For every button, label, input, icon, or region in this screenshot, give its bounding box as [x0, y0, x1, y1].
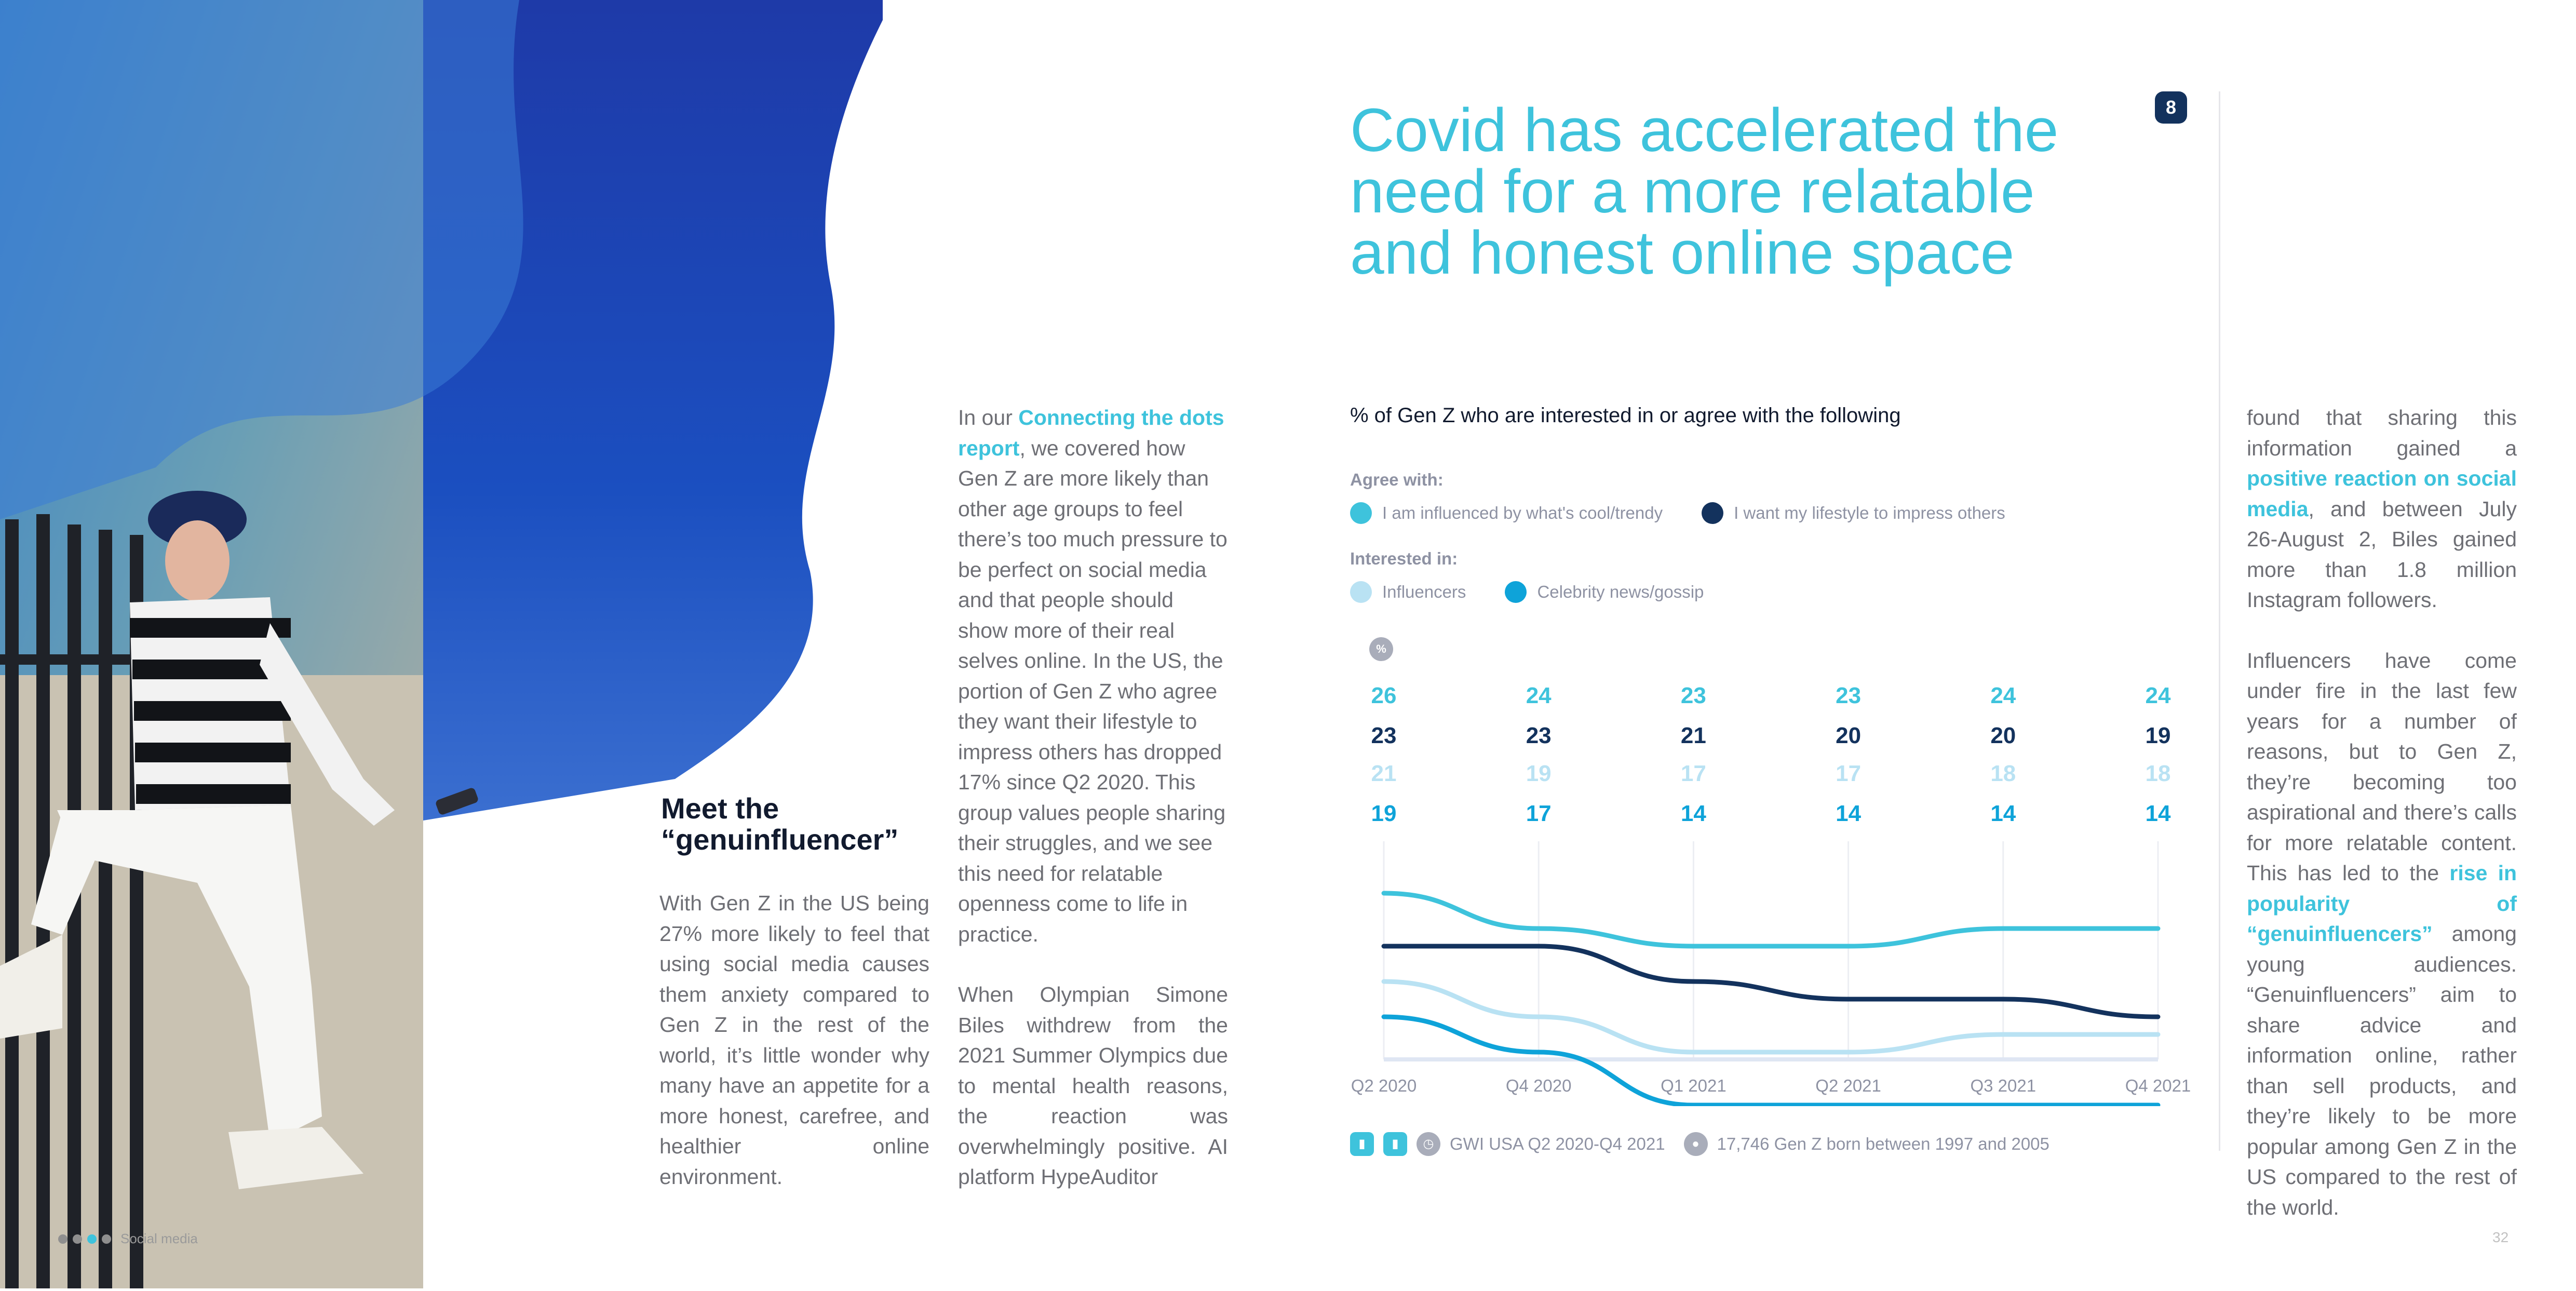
data-label: 23: [1680, 683, 1706, 708]
legend-item-impress: I want my lifestyle to impress others: [1702, 502, 2005, 524]
text-span: among young audiences. “Genuinfluencers”…: [2247, 922, 2517, 1219]
headline-line1: Covid has accelerated the: [1350, 96, 2059, 165]
data-label: 21: [1371, 761, 1397, 786]
data-label: 23: [1836, 683, 1862, 708]
data-label: 20: [1990, 723, 2016, 748]
data-label: 26: [1371, 683, 1397, 708]
page-badge: 8: [2155, 91, 2187, 124]
data-label: 24: [1990, 683, 2016, 708]
legend-swatch: [1505, 581, 1527, 603]
highlight-genuinfluencers: rise in popularity of “genuinfluencers”: [2247, 861, 2517, 946]
right-column: found that sharing this information gain…: [2247, 402, 2517, 1253]
series-line: [1381, 944, 2161, 1019]
section-title: Meet the “genuinfluencer”: [661, 793, 931, 855]
data-label: 20: [1836, 723, 1862, 748]
legend-interested: Influencers Celebrity news/gossip: [1350, 581, 1704, 603]
percent-marker: %: [1369, 637, 1393, 661]
middle-paragraph-1: In our Connecting the dots report, we co…: [958, 402, 1228, 949]
data-label: 23: [1526, 723, 1552, 748]
text-span: , we covered how Gen Z are more likely t…: [958, 436, 1228, 946]
data-label: 19: [2145, 723, 2171, 748]
data-label: 18: [2145, 761, 2171, 786]
text-span: Influencers have come under fire in the …: [2247, 648, 2517, 885]
data-label: 23: [1371, 723, 1397, 748]
data-label: 24: [1526, 683, 1552, 708]
data-label: 19: [1371, 801, 1397, 826]
series-line: [1381, 891, 2161, 949]
hero-photo: [0, 0, 893, 1288]
section-label: Social media: [120, 1231, 198, 1246]
data-label: 19: [1526, 761, 1552, 786]
middle-column: In our Connecting the dots report, we co…: [958, 402, 1228, 1222]
headline-line2: need for a more relatable: [1350, 157, 2035, 226]
legend-label: I am influenced by what's cool/trendy: [1382, 503, 1663, 522]
legend-item-influencers: Influencers: [1350, 581, 1466, 603]
data-label: 18: [1990, 761, 2016, 786]
x-tick-label: Q3 2021: [1970, 1076, 2036, 1095]
chart-icon: ▮: [1350, 1132, 1374, 1156]
data-label: 14: [1990, 801, 2016, 826]
clock-icon: ◷: [1417, 1132, 1440, 1156]
series-line: [1381, 1014, 2161, 1106]
section-dot: [58, 1234, 68, 1244]
x-tick-label: Q2 2021: [1815, 1076, 1881, 1095]
chart-icon: ▮: [1383, 1132, 1407, 1156]
section-dot-active: [87, 1234, 97, 1244]
right-paragraph-2: Influencers have come under fire in the …: [2247, 646, 2517, 1223]
legend-group-title-agree: Agree with:: [1350, 470, 1444, 489]
people-icon: ●: [1683, 1132, 1708, 1156]
x-tick-label: Q4 2020: [1505, 1076, 1572, 1095]
data-label: 14: [1836, 801, 1862, 826]
data-label: 17: [1526, 801, 1552, 826]
section-indicator: Social media: [58, 1231, 198, 1247]
legend-swatch: [1350, 581, 1372, 603]
data-label: 17: [1680, 761, 1706, 786]
section-dot: [73, 1234, 82, 1244]
legend-group-title-interested: Interested in:: [1350, 549, 1458, 568]
section-dot: [102, 1234, 111, 1244]
data-label: 17: [1836, 761, 1862, 786]
data-label: 21: [1680, 723, 1706, 748]
legend-item-cool: I am influenced by what's cool/trendy: [1350, 502, 1663, 524]
series-line: [1381, 979, 2161, 1055]
highlight-positive-reaction: positive reaction on social media: [2247, 466, 2517, 521]
legend-label: Celebrity news/gossip: [1537, 582, 1704, 601]
legend-label: I want my lifestyle to impress others: [1734, 503, 2005, 522]
source-text: GWI USA Q2 2020-Q4 2021: [1450, 1134, 1665, 1153]
middle-paragraph-2: When Olympian Simone Biles withdrew from…: [958, 983, 1228, 1189]
right-paragraph-1: found that sharing this information gain…: [2247, 402, 2517, 615]
x-tick-label: Q1 2021: [1661, 1076, 1727, 1095]
legend-item-celebrity: Celebrity news/gossip: [1505, 581, 1704, 603]
text-span: found that sharing this information gain…: [2247, 406, 2517, 460]
chart-footer: ▮ ▮ ◷ GWI USA Q2 2020-Q4 2021 ● 17,746 G…: [1350, 1132, 2049, 1156]
legend-agree: I am influenced by what's cool/trendy I …: [1350, 502, 2005, 524]
section-title-line2: “genuinfluencer”: [661, 823, 899, 856]
line-chart: [1381, 841, 2161, 1106]
report-link[interactable]: Connecting the dots report: [958, 406, 1224, 460]
text-span: , and between July 26-August 2, Biles ga…: [2247, 496, 2517, 612]
sample-text: 17,746 Gen Z born between 1997 and 2005: [1717, 1134, 2049, 1153]
data-label: 14: [2145, 801, 2171, 826]
legend-label: Influencers: [1382, 582, 1466, 601]
chart-title: % of Gen Z who are interested in or agre…: [1350, 404, 1901, 427]
legend-swatch: [1702, 502, 1724, 524]
column-divider: [2219, 91, 2220, 1151]
headline: Covid has accelerated the need for a mor…: [1350, 100, 2119, 284]
x-tick-label: Q2 2020: [1351, 1076, 1417, 1095]
headline-line3: and honest online space: [1350, 219, 2015, 287]
section-title-line1: Meet the: [661, 792, 779, 825]
intro-paragraph: With Gen Z in the US being 27% more like…: [659, 891, 929, 1189]
data-label: 14: [1680, 801, 1706, 826]
text-span: In our: [958, 406, 1019, 429]
data-label: 24: [2145, 683, 2171, 708]
legend-swatch: [1350, 502, 1372, 524]
x-tick-label: Q4 2021: [2125, 1076, 2191, 1095]
page-number: 32: [2492, 1229, 2509, 1245]
